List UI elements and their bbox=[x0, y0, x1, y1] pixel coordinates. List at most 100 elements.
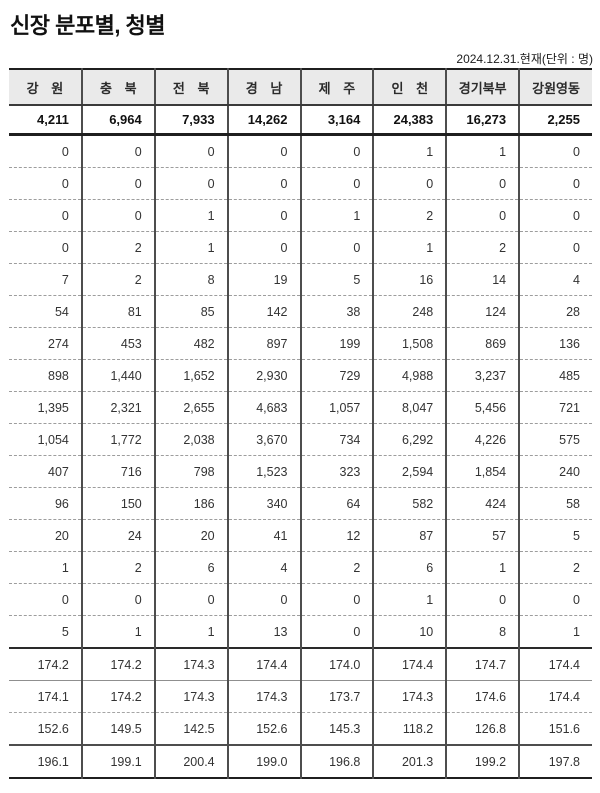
stats-cell: 152.6 bbox=[226, 712, 301, 745]
table-cell: 323 bbox=[299, 455, 374, 488]
column-header: 제 주 bbox=[299, 69, 374, 106]
table-cell: 0 bbox=[518, 134, 592, 168]
table-cell: 2 bbox=[299, 551, 374, 584]
table-cell: 1 bbox=[372, 134, 447, 168]
table-cell: 19 bbox=[226, 263, 301, 296]
stats-cell: 173.7 bbox=[299, 680, 374, 713]
table-cell: 0 bbox=[518, 199, 592, 232]
stats-cell: 174.6 bbox=[445, 680, 520, 713]
table-row: 54 81 85 142 38 248 124 28 bbox=[9, 295, 592, 328]
table-cell: 1 bbox=[153, 199, 228, 232]
stats-cell: 174.1 bbox=[9, 680, 82, 713]
table-cell: 13 bbox=[226, 615, 301, 648]
table-cell: 0 bbox=[226, 134, 301, 168]
table-cell: 5 bbox=[299, 263, 374, 296]
stats-cell: 174.3 bbox=[153, 680, 228, 713]
table-cell: 6 bbox=[153, 551, 228, 584]
table-cell: 482 bbox=[153, 327, 228, 360]
table-row: 20 24 20 41 12 87 57 5 bbox=[9, 519, 592, 552]
stats-cell: 174.2 bbox=[80, 680, 155, 713]
data-rows-section: 0 0 0 0 0 1 1 0 0 0 0 0 0 0 0 0 0 0 1 0 1 2 0 0 0 2 1 0 0 1 2 0 7 2 8 19 5 16… bbox=[9, 134, 592, 648]
stats-cell: 196.1 bbox=[9, 744, 82, 778]
table-cell: 2 bbox=[80, 551, 155, 584]
table-cell: 5,456 bbox=[445, 391, 520, 424]
table-cell: 136 bbox=[518, 327, 592, 360]
table-cell: 57 bbox=[445, 519, 520, 552]
table-cell: 2,321 bbox=[80, 391, 155, 424]
table-cell: 2,930 bbox=[226, 359, 301, 392]
stats-cell: 197.8 bbox=[518, 744, 592, 778]
stats-cell: 174.3 bbox=[372, 680, 447, 713]
stats-cell: 174.3 bbox=[226, 680, 301, 713]
table-cell: 0 bbox=[299, 583, 374, 616]
stats-cell: 200.4 bbox=[153, 744, 228, 778]
stats-cell: 174.2 bbox=[80, 648, 155, 681]
table-cell: 1 bbox=[299, 199, 374, 232]
table-cell: 28 bbox=[518, 295, 592, 328]
table-cell: 6,292 bbox=[372, 423, 447, 456]
stats-cell: 174.2 bbox=[37, 657, 69, 672]
table-cell: 199 bbox=[299, 327, 374, 360]
stats-row: 196.1 199.1 200.4 199.0 196.8 201.3 199.2 197.8 bbox=[9, 744, 592, 778]
table-cell: 0 bbox=[226, 199, 301, 232]
table-cell: 87 bbox=[372, 519, 447, 552]
table-cell: 4 bbox=[226, 551, 301, 584]
table-cell: 274 bbox=[9, 327, 82, 360]
table-cell: 248 bbox=[372, 295, 447, 328]
stats-row: 174.2 174.2 174.3 174.4 174.0 174.4 174.7 174.4 bbox=[9, 648, 592, 681]
table-cell: 1 bbox=[372, 583, 447, 616]
table-cell: 1,440 bbox=[80, 359, 155, 392]
table-cell: 869 bbox=[445, 327, 520, 360]
table-cell: 6 bbox=[372, 551, 447, 584]
table-cell: 0 bbox=[80, 167, 155, 200]
table-cell: 0 bbox=[226, 231, 301, 264]
table-cell: 721 bbox=[518, 391, 592, 424]
column-header: 경기북부 bbox=[445, 69, 520, 106]
stats-cell: 199.0 bbox=[226, 744, 301, 778]
stats-rows-section: 174.2 174.2 174.3 174.4 174.0 174.4 174.7 174.4… bbox=[9, 648, 592, 778]
table-cell: 453 bbox=[80, 327, 155, 360]
table-cell: 2 bbox=[372, 199, 447, 232]
stats-cell: 199.1 bbox=[80, 744, 155, 778]
stats-cell: 174.4 bbox=[226, 648, 301, 681]
table-cell: 5 bbox=[9, 615, 82, 648]
table-cell: 186 bbox=[153, 487, 228, 520]
stats-cell: 126.8 bbox=[445, 712, 520, 745]
table-cell: 8 bbox=[153, 263, 228, 296]
table-cell: 1,395 bbox=[9, 391, 82, 424]
table-cell: 3,237 bbox=[445, 359, 520, 392]
stats-cell: 201.3 bbox=[372, 744, 447, 778]
table-cell: 0 bbox=[9, 199, 82, 232]
total-cell: 2,255 bbox=[518, 105, 592, 136]
stats-cell: 196.8 bbox=[299, 744, 374, 778]
table-cell: 898 bbox=[9, 359, 82, 392]
table-cell: 58 bbox=[518, 487, 592, 520]
table-row: 898 1,440 1,652 2,930 729 4,988 3,237 485 bbox=[9, 359, 592, 392]
column-header: 인 천 bbox=[372, 69, 447, 106]
table-cell: 16 bbox=[372, 263, 447, 296]
column-header: 경 남 bbox=[226, 69, 301, 106]
table-cell: 142 bbox=[226, 295, 301, 328]
table-cell: 1,057 bbox=[299, 391, 374, 424]
table-cell: 0 bbox=[9, 167, 82, 200]
table-cell: 2 bbox=[80, 263, 155, 296]
table-cell: 798 bbox=[153, 455, 228, 488]
table-cell: 2,655 bbox=[153, 391, 228, 424]
table-cell: 0 bbox=[80, 199, 155, 232]
table-cell: 1,854 bbox=[445, 455, 520, 488]
table-cell: 4,988 bbox=[372, 359, 447, 392]
table-cell: 0 bbox=[445, 199, 520, 232]
table-cell: 64 bbox=[299, 487, 374, 520]
table-row: 274 453 482 897 199 1,508 869 136 bbox=[9, 327, 592, 360]
stats-cell: 118.2 bbox=[372, 712, 447, 745]
table-cell: 1 bbox=[445, 134, 520, 168]
table-row: 5 1 1 13 0 10 8 1 bbox=[9, 615, 592, 648]
stats-cell: 142.5 bbox=[153, 712, 228, 745]
table-cell: 0 bbox=[299, 231, 374, 264]
column-header: 전 북 bbox=[153, 69, 228, 106]
